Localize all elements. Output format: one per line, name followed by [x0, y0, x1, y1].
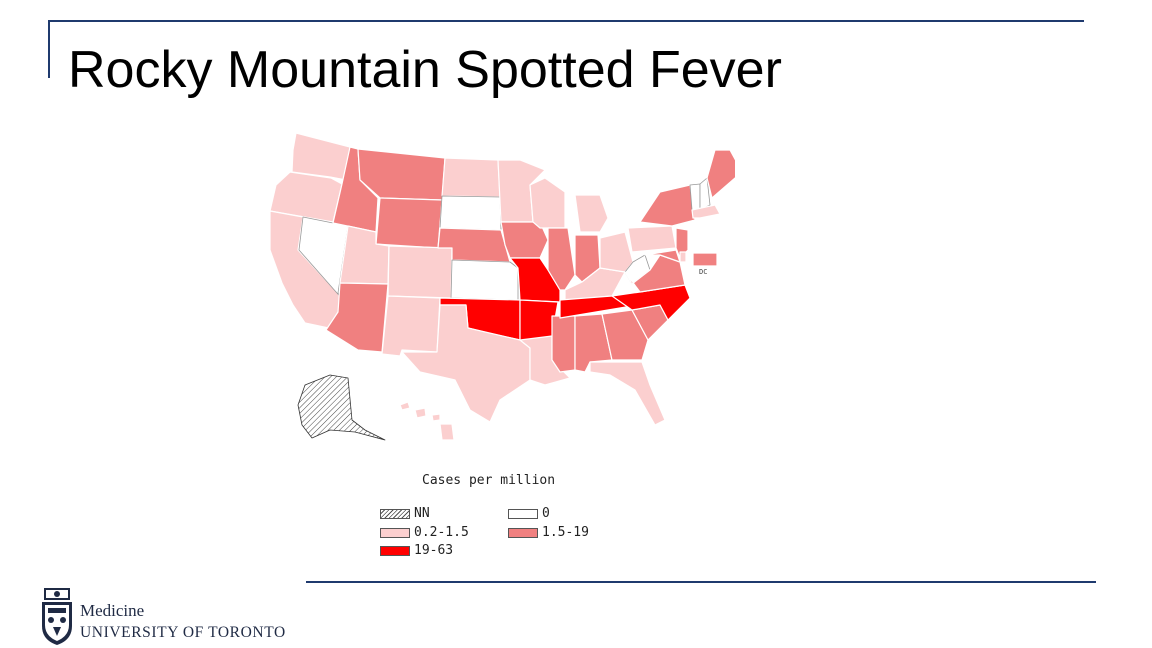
legend-label-mid: 1.5-19	[542, 525, 589, 540]
logo-line-university: UNIVERSITY OF TORONTO	[80, 624, 286, 641]
state-ga	[601, 309, 649, 361]
legend-item-high: 19-63	[380, 543, 453, 558]
legend-label-nn: NN	[414, 506, 430, 521]
uoft-medicine-logo: Medicine UNIVERSITY OF TORONTO	[40, 584, 320, 646]
state-ak	[297, 374, 386, 441]
legend-swatch-low	[380, 527, 410, 538]
logo-line-medicine: Medicine	[80, 601, 145, 620]
legend-item-zero: 0	[508, 506, 550, 521]
us-map-svg: DC	[269, 132, 735, 441]
state-me	[706, 149, 735, 199]
legend-swatch-nn	[380, 508, 410, 519]
legend-label-high: 19-63	[414, 543, 454, 558]
left-rule	[48, 20, 50, 78]
state-vt	[689, 183, 701, 211]
state-co	[387, 245, 453, 299]
state-fl	[589, 361, 666, 426]
legend-label-zero: 0	[542, 506, 550, 521]
legend-item-nn: NN	[380, 506, 430, 521]
state-sd	[439, 195, 502, 231]
state-wa	[291, 132, 351, 181]
slide-title: Rocky Mountain Spotted Fever	[68, 41, 782, 99]
dc-box	[692, 252, 718, 267]
state-de	[679, 251, 687, 263]
legend-swatch-high	[380, 545, 410, 556]
state-ma	[691, 204, 721, 219]
map-legend: Cases per million NN 0 0.2-1.5 1.5-19 19…	[378, 470, 678, 570]
legend-title: Cases per million	[422, 473, 556, 488]
legend-item-mid: 1.5-19	[508, 525, 589, 540]
state-wi	[529, 177, 566, 229]
state-mi	[574, 194, 609, 233]
legend-swatch-zero	[508, 508, 538, 519]
state-il	[547, 227, 576, 291]
state-nd	[441, 157, 501, 198]
legend-item-low: 0.2-1.5	[380, 525, 469, 540]
state-hi	[399, 401, 455, 441]
bottom-rule	[306, 581, 1096, 583]
state-ks	[450, 259, 519, 301]
legend-label-low: 0.2-1.5	[414, 525, 469, 540]
state-mo	[509, 257, 561, 303]
us-choropleth-map: DC	[255, 128, 735, 463]
state-nm	[381, 295, 441, 357]
state-pa	[627, 225, 677, 253]
crest-icon	[42, 588, 72, 645]
state-ca	[269, 210, 345, 331]
top-rule	[48, 20, 1084, 22]
state-tx	[401, 304, 531, 423]
state-nh	[699, 177, 711, 211]
state-ms	[551, 315, 576, 373]
state-oh	[599, 231, 634, 273]
state-wy	[375, 197, 443, 249]
dc-label: DC	[699, 268, 707, 276]
legend-swatch-mid	[508, 527, 538, 538]
state-ny	[639, 184, 696, 227]
